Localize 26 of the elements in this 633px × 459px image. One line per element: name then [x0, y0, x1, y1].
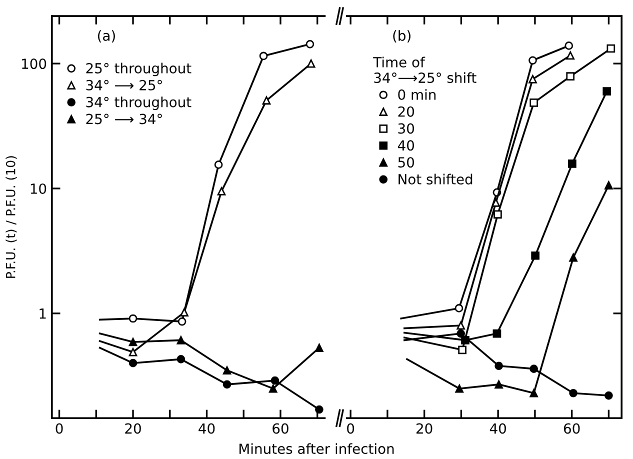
x-tick-label: 40 [490, 423, 506, 434]
legend-label: 25° throughout [86, 62, 192, 76]
legend-label: 30 [398, 123, 414, 134]
y-axis-title: P.F.U. (t) / P.F.U. (10) [6, 156, 17, 278]
legend-label: 34° throughout [86, 96, 192, 110]
annotation: (a) [98, 30, 115, 43]
x-tick-label: 60 [272, 423, 288, 434]
legend-label: 25° ⟶ 34° [86, 114, 162, 124]
legend-label: Not shifted [398, 174, 472, 184]
y-tick-label: 1 [40, 308, 46, 319]
x-tick-label: 20 [416, 423, 432, 434]
x-tick-label: 20 [125, 423, 141, 434]
legend-label: 0 min [398, 89, 436, 100]
legend-label: 34° ⟶ 25° [86, 80, 162, 90]
y-tick-label: 100 [22, 58, 46, 70]
x-tick-label: 40 [198, 423, 215, 434]
x-tick-label: 0 [56, 423, 63, 434]
x-tick-label: 0 [347, 423, 354, 434]
legend-label: 40 [398, 140, 414, 151]
legend-title: Time of 34°⟶25° shift [373, 56, 476, 84]
y-tick-label: 10 [30, 183, 46, 194]
annotation: (b) [393, 30, 410, 43]
legend-label: 50 [398, 157, 414, 168]
x-tick-label: 60 [564, 423, 580, 434]
x-axis-title: Minutes after infection [240, 443, 394, 454]
legend-label: 20 [398, 106, 414, 117]
